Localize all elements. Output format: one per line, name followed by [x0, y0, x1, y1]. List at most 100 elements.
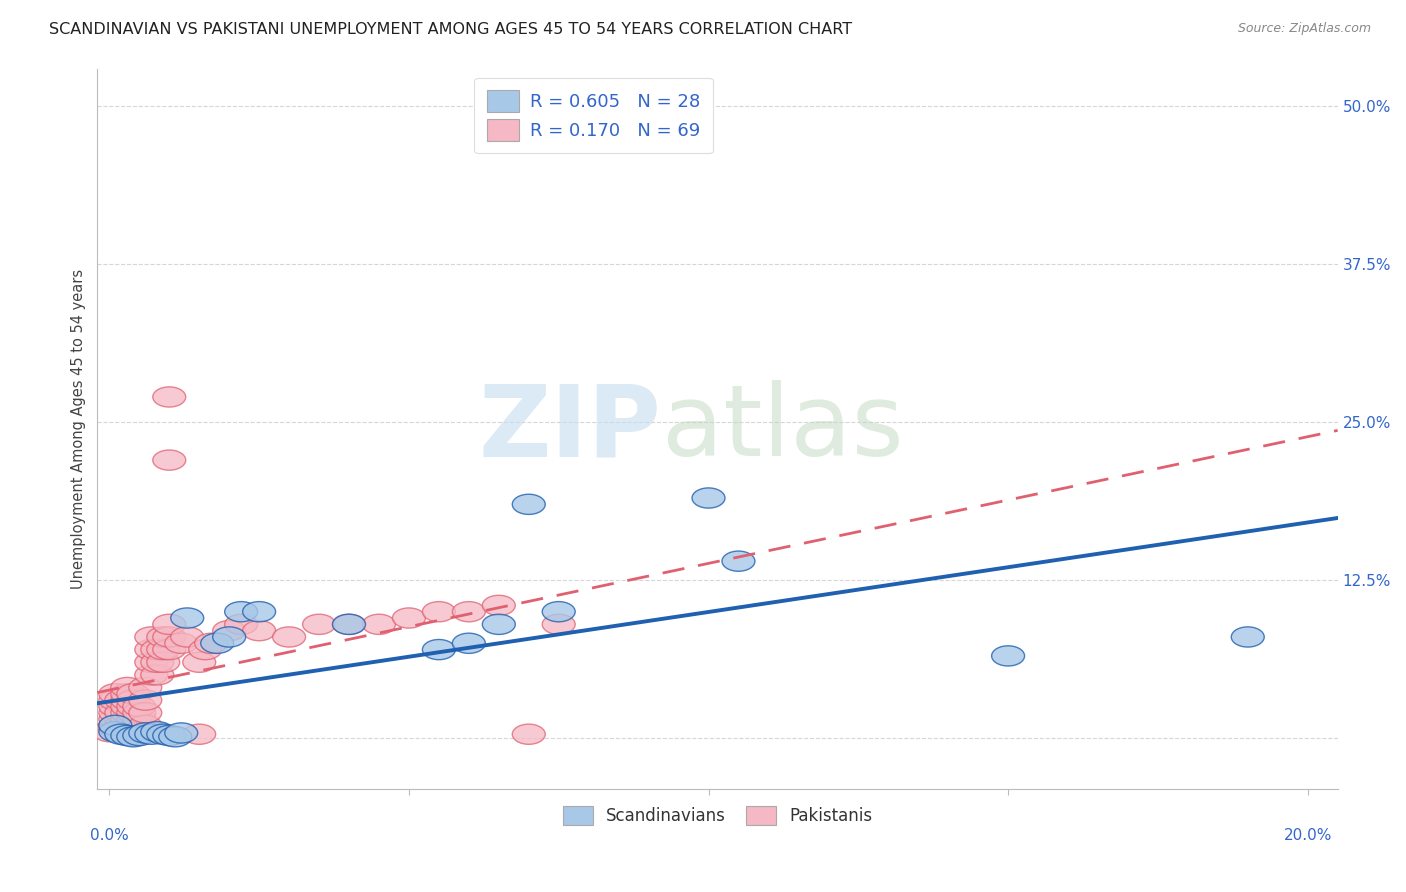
- Ellipse shape: [243, 601, 276, 622]
- Ellipse shape: [153, 615, 186, 634]
- Ellipse shape: [111, 697, 143, 716]
- Ellipse shape: [141, 722, 174, 742]
- Ellipse shape: [692, 488, 725, 508]
- Ellipse shape: [392, 608, 426, 628]
- Ellipse shape: [153, 640, 186, 660]
- Ellipse shape: [135, 724, 167, 744]
- Ellipse shape: [302, 615, 336, 634]
- Ellipse shape: [363, 615, 395, 634]
- Ellipse shape: [98, 690, 132, 710]
- Text: SCANDINAVIAN VS PAKISTANI UNEMPLOYMENT AMONG AGES 45 TO 54 YEARS CORRELATION CHA: SCANDINAVIAN VS PAKISTANI UNEMPLOYMENT A…: [49, 22, 852, 37]
- Ellipse shape: [188, 640, 222, 660]
- Text: 0.0%: 0.0%: [90, 828, 129, 843]
- Ellipse shape: [1232, 627, 1264, 647]
- Ellipse shape: [129, 703, 162, 723]
- Ellipse shape: [117, 722, 150, 742]
- Ellipse shape: [122, 709, 156, 729]
- Ellipse shape: [122, 722, 156, 742]
- Ellipse shape: [122, 703, 156, 723]
- Ellipse shape: [723, 551, 755, 571]
- Ellipse shape: [105, 722, 138, 742]
- Ellipse shape: [135, 627, 167, 647]
- Ellipse shape: [98, 703, 132, 723]
- Ellipse shape: [422, 640, 456, 660]
- Ellipse shape: [183, 652, 215, 673]
- Ellipse shape: [165, 633, 198, 653]
- Ellipse shape: [243, 621, 276, 640]
- Ellipse shape: [141, 665, 174, 685]
- Text: Source: ZipAtlas.com: Source: ZipAtlas.com: [1237, 22, 1371, 36]
- Ellipse shape: [129, 723, 162, 743]
- Ellipse shape: [129, 715, 162, 736]
- Ellipse shape: [273, 627, 305, 647]
- Ellipse shape: [98, 683, 132, 704]
- Ellipse shape: [153, 725, 186, 746]
- Ellipse shape: [482, 595, 515, 615]
- Ellipse shape: [117, 709, 150, 729]
- Ellipse shape: [512, 724, 546, 744]
- Ellipse shape: [225, 601, 257, 622]
- Ellipse shape: [105, 690, 138, 710]
- Ellipse shape: [183, 724, 215, 744]
- Ellipse shape: [135, 665, 167, 685]
- Text: atlas: atlas: [662, 380, 903, 477]
- Ellipse shape: [93, 722, 125, 742]
- Ellipse shape: [117, 727, 150, 747]
- Ellipse shape: [122, 697, 156, 716]
- Ellipse shape: [117, 703, 150, 723]
- Ellipse shape: [98, 697, 132, 716]
- Ellipse shape: [105, 715, 138, 736]
- Ellipse shape: [98, 709, 132, 729]
- Ellipse shape: [117, 715, 150, 736]
- Ellipse shape: [111, 725, 143, 746]
- Ellipse shape: [159, 727, 191, 747]
- Ellipse shape: [135, 652, 167, 673]
- Ellipse shape: [98, 722, 132, 742]
- Ellipse shape: [111, 715, 143, 736]
- Ellipse shape: [146, 627, 180, 647]
- Ellipse shape: [482, 615, 515, 634]
- Ellipse shape: [146, 724, 180, 744]
- Ellipse shape: [165, 723, 198, 743]
- Ellipse shape: [111, 703, 143, 723]
- Ellipse shape: [141, 640, 174, 660]
- Ellipse shape: [117, 690, 150, 710]
- Ellipse shape: [122, 725, 156, 746]
- Ellipse shape: [111, 690, 143, 710]
- Ellipse shape: [333, 615, 366, 634]
- Ellipse shape: [146, 640, 180, 660]
- Ellipse shape: [153, 387, 186, 407]
- Ellipse shape: [543, 615, 575, 634]
- Ellipse shape: [98, 715, 132, 736]
- Ellipse shape: [111, 722, 143, 742]
- Ellipse shape: [543, 601, 575, 622]
- Ellipse shape: [225, 615, 257, 634]
- Ellipse shape: [98, 718, 132, 738]
- Ellipse shape: [201, 633, 233, 653]
- Ellipse shape: [129, 690, 162, 710]
- Ellipse shape: [111, 677, 143, 698]
- Ellipse shape: [453, 633, 485, 653]
- Y-axis label: Unemployment Among Ages 45 to 54 years: Unemployment Among Ages 45 to 54 years: [72, 268, 86, 589]
- Ellipse shape: [117, 697, 150, 716]
- Ellipse shape: [111, 683, 143, 704]
- Ellipse shape: [453, 601, 485, 622]
- Ellipse shape: [153, 627, 186, 647]
- Ellipse shape: [111, 709, 143, 729]
- Ellipse shape: [141, 652, 174, 673]
- Ellipse shape: [129, 677, 162, 698]
- Ellipse shape: [212, 627, 246, 647]
- Ellipse shape: [333, 615, 366, 634]
- Ellipse shape: [512, 494, 546, 515]
- Text: 20.0%: 20.0%: [1284, 828, 1331, 843]
- Ellipse shape: [146, 652, 180, 673]
- Ellipse shape: [422, 601, 456, 622]
- Text: ZIP: ZIP: [479, 380, 662, 477]
- Ellipse shape: [135, 640, 167, 660]
- Ellipse shape: [117, 683, 150, 704]
- Ellipse shape: [105, 703, 138, 723]
- Ellipse shape: [170, 608, 204, 628]
- Ellipse shape: [991, 646, 1025, 666]
- Legend: Scandinavians, Pakistanis: Scandinavians, Pakistanis: [555, 799, 879, 832]
- Ellipse shape: [170, 627, 204, 647]
